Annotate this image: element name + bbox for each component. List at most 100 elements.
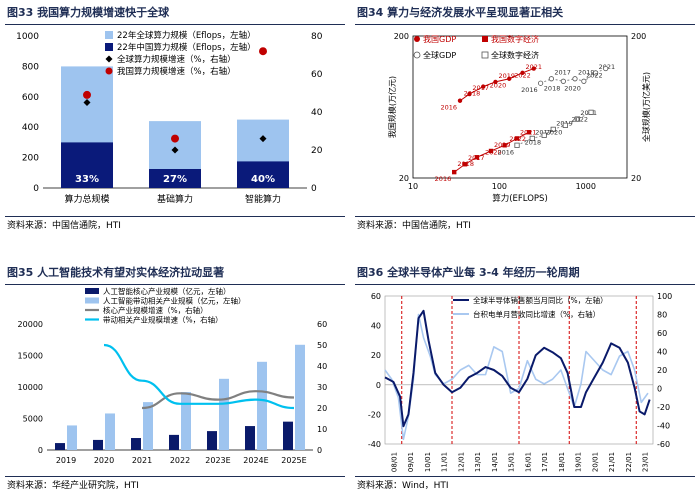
plot-frame bbox=[412, 35, 628, 179]
legend-label: 22年中国算力规模（Eflops，左轴） bbox=[117, 42, 256, 53]
bar-core-industry bbox=[93, 439, 103, 450]
data-point bbox=[572, 76, 578, 82]
line-related-growth bbox=[103, 343, 295, 410]
bar-related-industry bbox=[67, 425, 77, 450]
year-label: 2017 bbox=[535, 128, 552, 136]
y-tick-left: 200 bbox=[22, 154, 39, 164]
x-tick-label: 18/01 bbox=[558, 452, 566, 472]
year-label: 2019 bbox=[578, 69, 595, 77]
year-label: 2022 bbox=[586, 72, 603, 80]
y-tick-right: 20 bbox=[311, 146, 323, 156]
legend-label: 我国算力规模增速（%，右轴） bbox=[117, 66, 236, 77]
x-tick-label: 10/01 bbox=[424, 452, 432, 472]
figure-source: 资料来源：Wind，HTI bbox=[355, 476, 695, 495]
bar-related-industry bbox=[295, 344, 305, 450]
y-tick-right: 0 bbox=[657, 385, 662, 394]
data-point bbox=[581, 78, 587, 84]
y-tick-left: 40 bbox=[371, 322, 381, 331]
year-label: 2020 bbox=[546, 128, 563, 136]
y-tick-left: 20000 bbox=[18, 320, 43, 329]
y-tick-left: 1000 bbox=[16, 32, 39, 42]
year-label: 2018 bbox=[525, 138, 542, 146]
figure-34-panel: 图34 算力与经济发展水平呈现显著正相关 10 100 1000 20 20 200 200… bbox=[355, 2, 695, 237]
x-tick-label: 23/01 bbox=[642, 452, 650, 472]
bar-core-industry bbox=[207, 431, 217, 450]
x-tick-label: 14/01 bbox=[491, 452, 499, 472]
year-label: 2018 bbox=[464, 90, 481, 98]
year-label: 2022 bbox=[509, 135, 526, 143]
y-tick-left: 20 bbox=[399, 174, 409, 183]
y-tick-left: -40 bbox=[368, 440, 381, 449]
bar-related-industry bbox=[181, 392, 191, 450]
data-point bbox=[481, 84, 486, 89]
x-tick-label: 100 bbox=[492, 182, 507, 191]
legend-swatch bbox=[414, 36, 420, 42]
figure-35-panel: 图35 人工智能技术有望对实体经济拉动显著 0 5000 10000 15000 200… bbox=[5, 262, 345, 497]
legend-swatch bbox=[482, 36, 488, 42]
figure-source: 资料来源：中国信通院，HTI bbox=[355, 216, 695, 235]
y-tick-left: 20 bbox=[371, 351, 381, 360]
legend-swatch bbox=[105, 67, 113, 75]
legend-label: 全球数字经济 bbox=[491, 50, 539, 60]
y-axis-label-right: 全球规模(万亿美元) bbox=[641, 72, 651, 142]
bar-core-industry bbox=[283, 421, 293, 450]
legend-swatch bbox=[413, 51, 421, 59]
figure-source: 资料来源：中国信通院，HTI bbox=[5, 216, 345, 235]
data-point bbox=[452, 169, 457, 175]
year-label: 2018 bbox=[457, 160, 474, 168]
data-point bbox=[560, 78, 566, 84]
data-point bbox=[462, 162, 468, 167]
marker-china-growth bbox=[171, 134, 179, 143]
figure-title: 图33 我国算力规模增速快于全球 bbox=[5, 2, 345, 25]
data-point bbox=[488, 148, 494, 154]
marker-global-growth bbox=[171, 146, 179, 154]
x-tick-label: 16/01 bbox=[524, 452, 532, 472]
y-tick-right: 60 bbox=[657, 329, 667, 338]
year-label: 2017 bbox=[554, 69, 571, 77]
data-point bbox=[574, 116, 581, 122]
y-axis-label-left: 我国规模(万亿元) bbox=[387, 76, 397, 138]
x-tick-label: 13/01 bbox=[474, 452, 482, 472]
year-label: 2020 bbox=[490, 82, 507, 90]
figure-35-chart: 0 5000 10000 15000 20000 0 10 20 30 40 50 60 2019 202… bbox=[18, 286, 328, 465]
figure-title: 图34 算力与经济发展水平呈现显著正相关 bbox=[355, 2, 695, 25]
figure-33-panel: 图33 我国算力规模增速快于全球 0 200 400 600 800 1000 0 20 40 6… bbox=[5, 2, 345, 237]
y-tick-left: 5000 bbox=[23, 415, 43, 424]
data-point bbox=[593, 70, 599, 76]
x-tick-label: 17/01 bbox=[541, 452, 549, 472]
data-point bbox=[526, 130, 532, 135]
data-point bbox=[507, 76, 512, 81]
marker-global-growth bbox=[83, 99, 91, 106]
y-tick-right: -20 bbox=[657, 403, 670, 412]
legend-swatch bbox=[105, 43, 113, 51]
data-point bbox=[550, 126, 556, 132]
x-tick-label: 21/01 bbox=[608, 452, 616, 472]
year-label: 2016 bbox=[440, 104, 457, 112]
legend-label: 台积电单月营收同比增速（%，右轴） bbox=[473, 309, 600, 319]
data-point bbox=[562, 122, 568, 128]
data-point bbox=[538, 80, 544, 86]
bar-related-industry bbox=[105, 413, 115, 450]
x-tick-label: 09/01 bbox=[407, 452, 415, 472]
bar-core-industry bbox=[55, 443, 65, 450]
figure-title: 图35 人工智能技术有望对实体经济拉动显著 bbox=[5, 262, 345, 285]
bar-china bbox=[149, 169, 201, 188]
data-point bbox=[457, 98, 463, 103]
year-label: 2017 bbox=[472, 84, 489, 92]
marker-china-growth bbox=[83, 90, 91, 99]
x-tick-label: 15/01 bbox=[508, 452, 516, 472]
bar-core-industry bbox=[245, 426, 255, 450]
data-point bbox=[467, 91, 472, 97]
data-point bbox=[541, 132, 547, 138]
data-point bbox=[529, 135, 535, 142]
legend-label: 全球GDP bbox=[423, 50, 456, 60]
data-point bbox=[474, 155, 480, 160]
y-tick-left: 0 bbox=[38, 446, 43, 455]
legend-label: 人工智能带动相关产业规模（亿元，左轴） bbox=[103, 296, 246, 306]
data-point bbox=[514, 136, 520, 141]
y-tick-right: 50 bbox=[317, 341, 327, 350]
y-tick-right: 20 bbox=[317, 404, 327, 413]
year-label: 2022 bbox=[514, 72, 531, 80]
x-tick-label: 2022 bbox=[170, 456, 190, 465]
